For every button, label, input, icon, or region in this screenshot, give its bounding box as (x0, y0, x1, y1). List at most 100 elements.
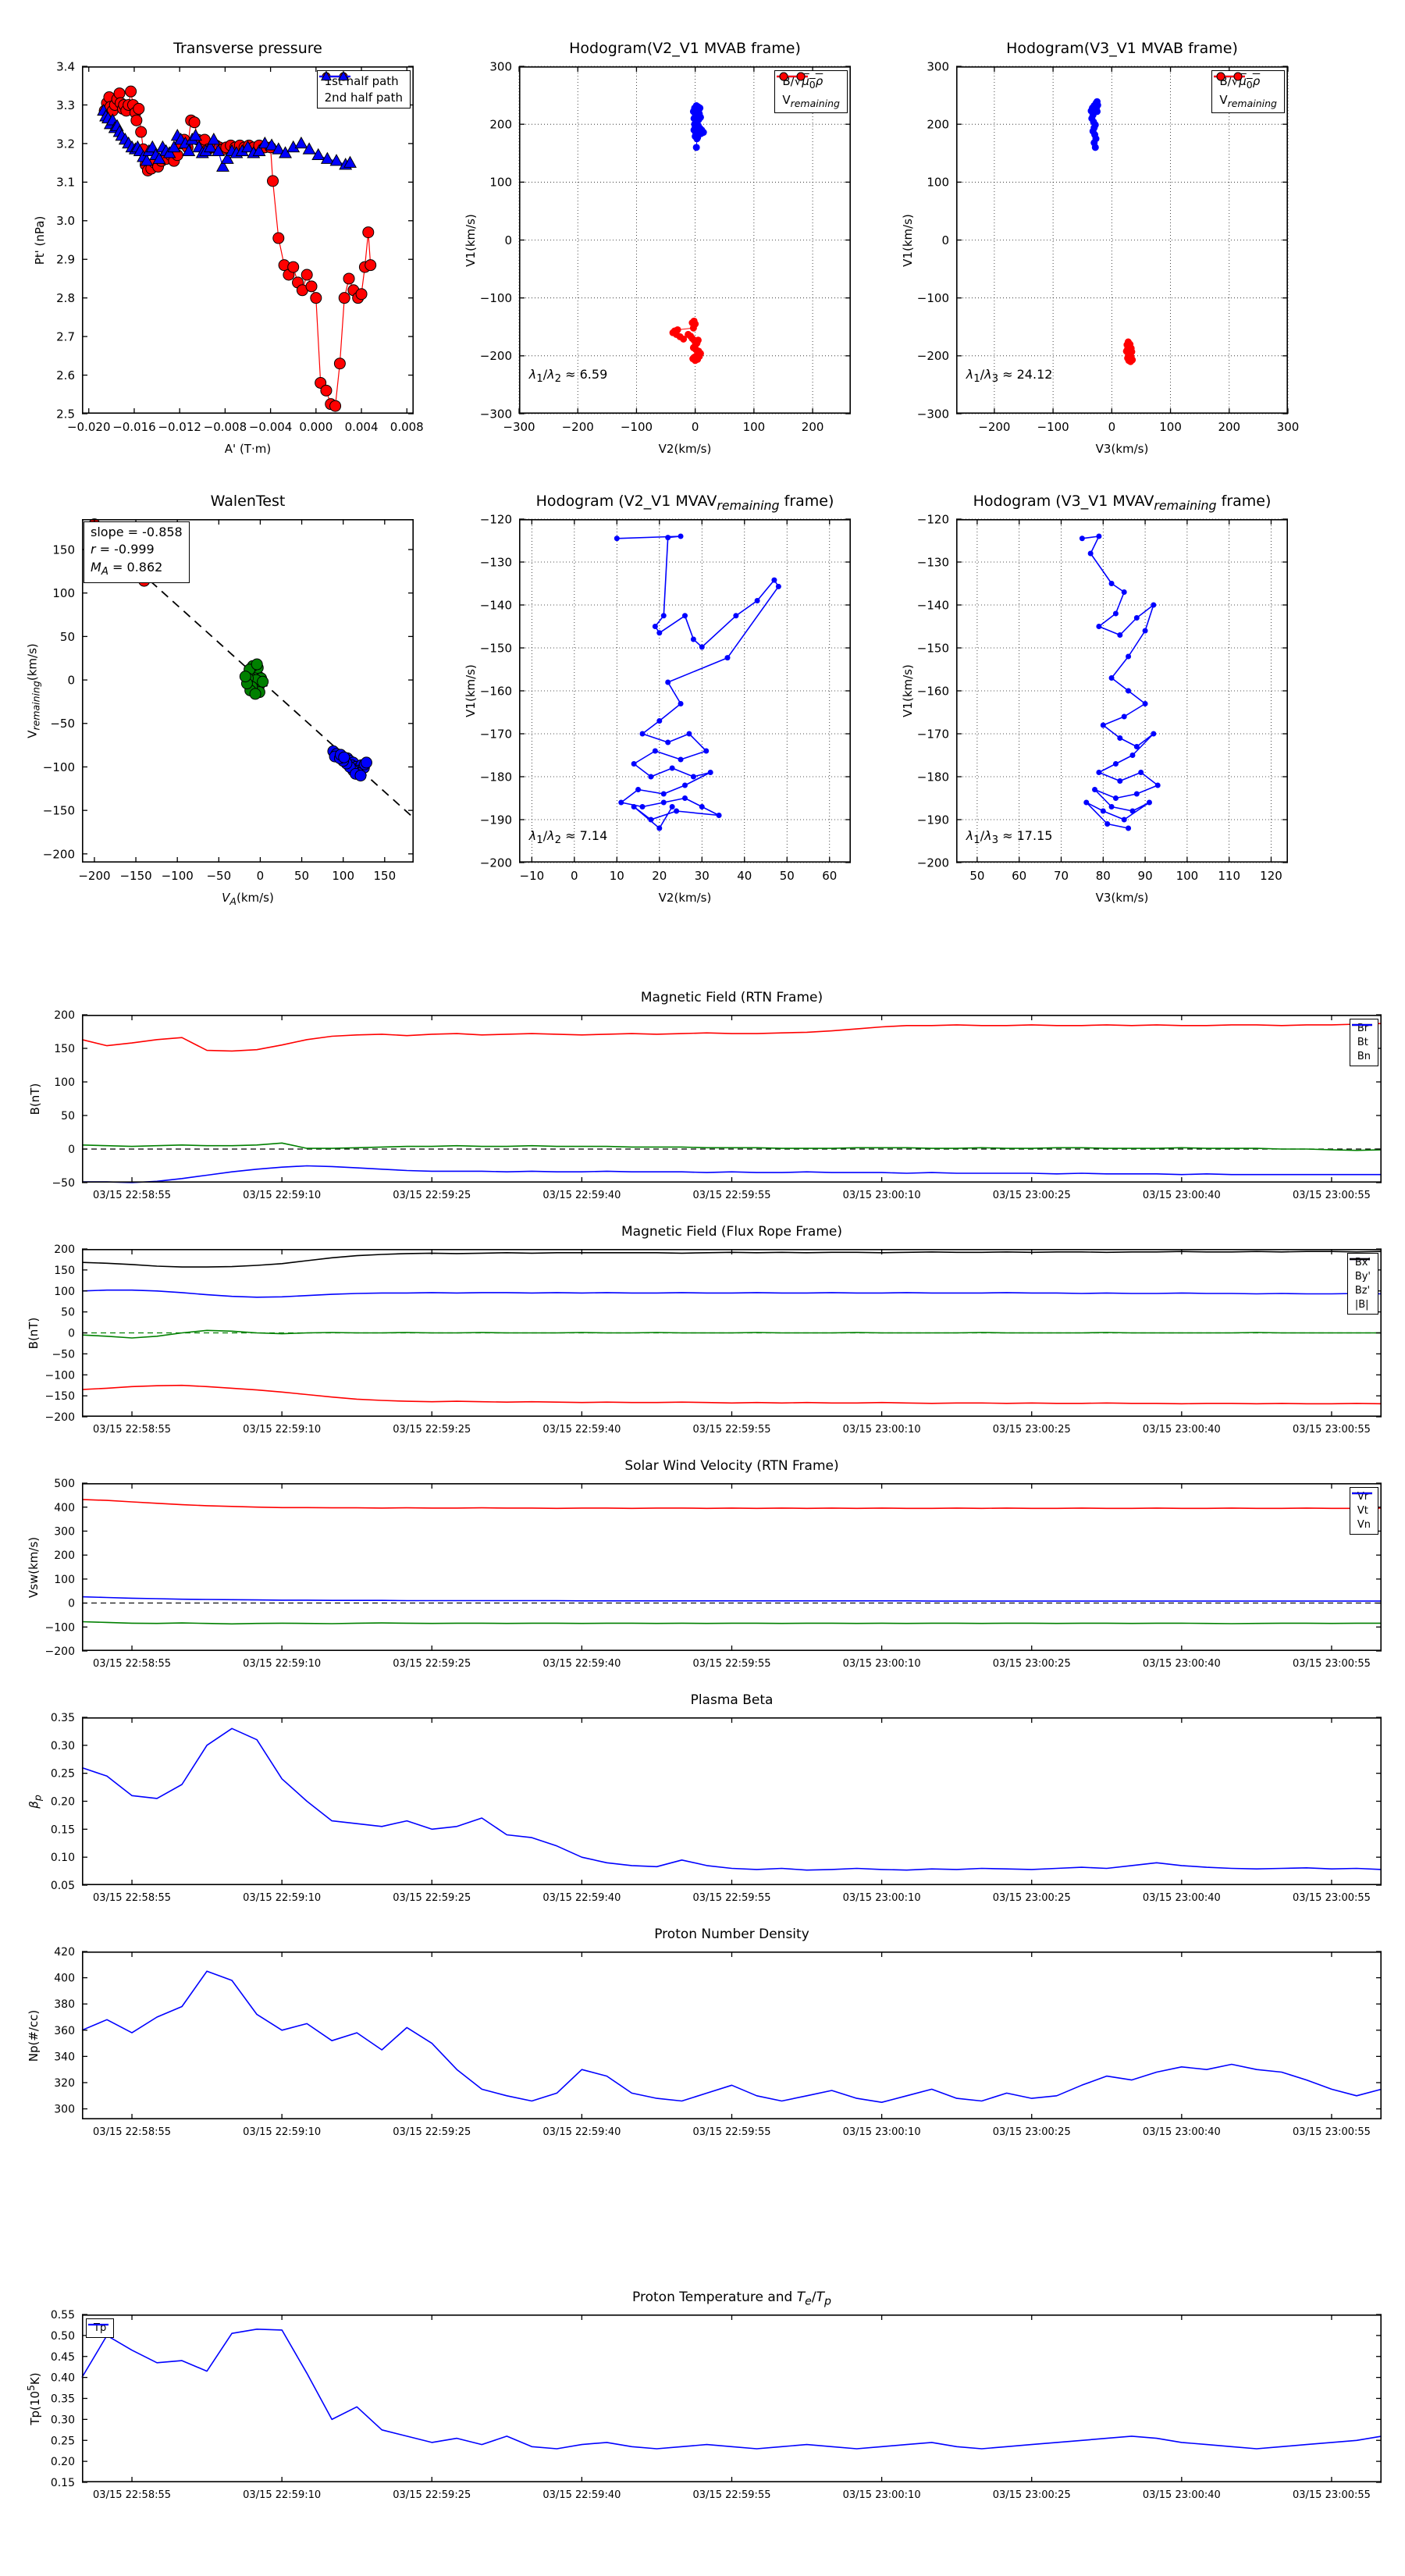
series-Vt (81, 1621, 1382, 1625)
hodogram-v3v1-mvav-title: Hodogram (V3_V1 MVAVremaining frame) (973, 493, 1272, 513)
series-Tp (81, 2329, 1382, 2450)
x-tick-label: 0 (257, 869, 265, 883)
hodogram-v3v1-mvab-xlabel: V3(km/s) (1095, 442, 1149, 456)
y-tick-label: 100 (489, 176, 512, 190)
series-Br (81, 1023, 1382, 1052)
transverse-pressure-title: Transverse pressure (173, 40, 322, 57)
legend-label: Vremaining (1219, 93, 1277, 109)
y-tick-label: −150 (43, 804, 75, 818)
bfield-rtn-legend: Br Bt Bn (1349, 1019, 1378, 1066)
x-tick-label: 03/15 22:59:10 (243, 1190, 321, 1201)
y-tick-label: 2.8 (56, 291, 75, 305)
series-Vn (81, 1596, 1382, 1602)
y-tick-label: 3.4 (56, 59, 75, 73)
hodogram-v2v1-mvab-xlabel: V2(km/s) (658, 442, 712, 456)
hodogram-v2v1-mvab-plot: −300 −200 −100 0 100 200 −300 −200 −100 0 100 200 30… (480, 59, 851, 434)
x-tick-label: 110 (1218, 869, 1240, 883)
hodogram-v2v1-mvab-title: Hodogram(V2_V1 MVAB frame) (569, 40, 801, 57)
x-tick-label: 03/15 22:59:25 (393, 1190, 471, 1201)
x-tick-label: 03/15 23:00:25 (993, 2126, 1071, 2138)
x-tick-label: −50 (206, 869, 231, 883)
x-tick-label: 03/15 22:59:55 (693, 2489, 771, 2501)
hodogram-v2v1-mvav-title: Hodogram (V2_V1 MVAVremaining frame) (535, 493, 834, 513)
series-V-remaining (669, 317, 704, 365)
y-tick-label: 100 (54, 1286, 75, 1298)
y-tick-label: −160 (917, 684, 949, 698)
y-tick-label: 200 (927, 118, 949, 132)
x-tick-label: −100 (621, 420, 653, 434)
y-tick-label: 500 (54, 1478, 75, 1490)
plasma-beta-title: Plasma Beta (690, 1692, 774, 1708)
legend-label: Bz' (1354, 1285, 1371, 1297)
y-tick-label: 150 (54, 1265, 75, 1277)
y-tick-label: −150 (45, 1390, 75, 1403)
hodogram-v3v1-mvav-xlabel: V3(km/s) (1095, 891, 1149, 905)
y-tick-label: 0.35 (51, 2393, 75, 2406)
series-Vr (81, 1499, 1382, 1510)
y-tick-label: −150 (917, 641, 949, 655)
legend-entry: |B| (1349, 1258, 1371, 1311)
x-tick-label: 50 (294, 869, 309, 883)
walen-test-ylabel: Vremaining(km/s) (25, 643, 42, 738)
y-tick-label: −200 (45, 1646, 75, 1658)
x-tick-label: 03/15 22:59:55 (693, 1892, 771, 1904)
x-tick-label: 03/15 22:59:25 (393, 1892, 471, 1904)
x-tick-label: 03/15 22:58:55 (93, 2126, 171, 2138)
y-tick-label: −130 (917, 555, 949, 569)
legend-label: Bn (1357, 1051, 1371, 1062)
x-tick-label: 03/15 22:58:55 (93, 1190, 171, 1201)
x-tick-label: 10 (610, 869, 624, 883)
x-tick-label: 03/15 23:00:55 (1293, 1190, 1371, 1201)
legend-swatch-Vn (1351, 1492, 1372, 1495)
x-tick-label: 03/15 22:59:25 (393, 2126, 471, 2138)
y-tick-label: 100 (52, 586, 75, 600)
x-tick-label: 70 (1054, 869, 1069, 883)
y-tick-label: 0 (68, 1598, 75, 1610)
x-tick-label: 03/15 23:00:10 (843, 1190, 921, 1201)
x-tick-label: −0.012 (158, 420, 201, 434)
x-tick-label: 03/15 22:59:55 (693, 2126, 771, 2138)
y-tick-label: 0.15 (51, 1823, 75, 1836)
hodogram-v3v1-mvab-legend: B/√μ0ρ Vremaining (1211, 70, 1285, 113)
series-v-path (614, 533, 781, 831)
series-B-alfven (1087, 98, 1101, 151)
proton-density-plot: 03/15 22:58:55 03/15 22:59:10 03/15 22:59:… (54, 1946, 1382, 2138)
walen-test-xlabel: VA(km/s) (222, 891, 274, 907)
panel-proton-density: 03/15 22:58:55 03/15 22:59:10 03/15 22:59:… (27, 1927, 1382, 2138)
x-tick-label: 03/15 22:59:10 (243, 2489, 321, 2501)
panel-bfield-flux-rope: 03/15 22:58:55 03/15 22:59:10 03/15 22:59:… (27, 1224, 1382, 1436)
y-tick-label: 300 (927, 59, 949, 73)
x-tick-label: 03/15 23:00:25 (993, 1190, 1071, 1201)
proton-density-title: Proton Number Density (654, 1927, 809, 1942)
vsw-rtn-title: Solar Wind Velocity (RTN Frame) (624, 1458, 839, 1474)
x-tick-label: 03/15 22:59:10 (243, 2126, 321, 2138)
y-tick-label: −190 (917, 813, 949, 827)
y-tick-label: −100 (45, 1369, 75, 1382)
y-tick-label: 100 (54, 1574, 75, 1586)
x-tick-label: 300 (1277, 420, 1300, 434)
bfield-flux-rope-legend: Bx' By' Bz' |B| (1346, 1253, 1378, 1315)
y-tick-label: −170 (917, 727, 949, 741)
x-tick-label: 0.008 (390, 420, 424, 434)
y-tick-label: −100 (43, 760, 75, 774)
x-tick-label: 200 (802, 420, 824, 434)
x-tick-label: 03/15 23:00:10 (843, 1658, 921, 1670)
x-tick-label: 60 (1012, 869, 1026, 883)
x-tick-label: 03/15 22:58:55 (93, 1658, 171, 1670)
x-tick-label: 03/15 23:00:40 (1143, 2489, 1221, 2501)
legend-entry: 2nd half path (318, 70, 403, 105)
x-tick-label: 03/15 23:00:55 (1293, 1658, 1371, 1670)
y-tick-label: 380 (54, 1998, 75, 2011)
y-tick-label: 0 (68, 1328, 75, 1340)
x-tick-label: 0.004 (345, 420, 379, 434)
legend-swatch-Vremaining (777, 72, 809, 81)
series-Np (81, 1970, 1382, 2103)
transverse-pressure-xlabel: A' (T·m) (224, 442, 272, 456)
y-tick-label: 0.25 (51, 2435, 75, 2447)
series-By-prime (81, 1329, 1382, 1339)
hodogram-v2v1-mvav-annotation-0: λ1/λ2 ≈ 7.14 (528, 828, 608, 847)
x-tick-label: −0.004 (249, 420, 293, 434)
plasma-beta-ylabel: βp (27, 1794, 44, 1809)
x-tick-label: 03/15 23:00:10 (843, 1424, 921, 1436)
y-tick-label: 150 (52, 543, 75, 557)
